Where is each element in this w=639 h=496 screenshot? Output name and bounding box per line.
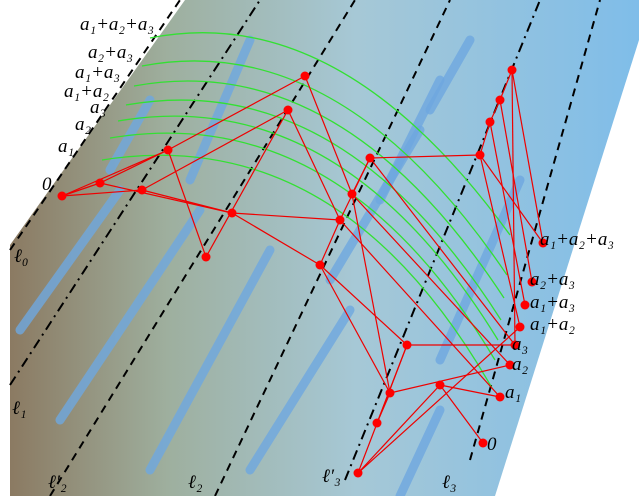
graph-vertex bbox=[58, 192, 67, 201]
level-label: a₁+a₃ bbox=[75, 62, 120, 83]
graph-vertex bbox=[496, 96, 505, 105]
graph-vertex bbox=[164, 146, 173, 155]
level-label: a₁+a₂ bbox=[530, 314, 575, 335]
level-label: a₁+a₂+a₃ bbox=[80, 14, 154, 35]
level-label: a₂ bbox=[512, 354, 529, 375]
graph-vertex bbox=[496, 393, 505, 402]
level-label: 0 bbox=[487, 434, 497, 455]
line-label: ℓ₀ bbox=[14, 246, 29, 267]
graph-vertex bbox=[508, 66, 517, 75]
level-label: a₃ bbox=[512, 334, 528, 355]
graph-vertex bbox=[228, 209, 237, 218]
graph-vertex bbox=[386, 389, 395, 398]
graph-vertex bbox=[96, 179, 105, 188]
level-label: a₂+a₃ bbox=[530, 269, 575, 290]
graph-vertex bbox=[336, 216, 345, 225]
line-label: ℓ′₃ bbox=[322, 466, 341, 487]
level-label: a₁ bbox=[58, 136, 74, 157]
level-label: a₂+a₃ bbox=[88, 42, 133, 63]
graph-vertex bbox=[476, 151, 485, 160]
line-label: ℓ₁ bbox=[12, 398, 27, 419]
graph-vertex bbox=[202, 253, 211, 262]
graph-vertex bbox=[348, 190, 357, 199]
diagram: a₁+a₂+a₃a₂+a₃a₁+a₃a₁+a₂a₃a₂a₁0a₁+a₂+a₃a₂… bbox=[0, 0, 639, 496]
graph-vertex bbox=[486, 118, 495, 127]
level-label: a₂ bbox=[75, 114, 92, 135]
graph-vertex bbox=[403, 341, 412, 350]
level-label: a₁+a₂+a₃ bbox=[540, 229, 614, 250]
line-label: ℓ₂ bbox=[188, 472, 203, 493]
level-label: 0 bbox=[42, 174, 52, 195]
graph-vertex bbox=[373, 419, 382, 428]
graph-vertex bbox=[354, 469, 363, 478]
line-label: ℓ₃ bbox=[442, 472, 457, 493]
graph-vertex bbox=[138, 186, 147, 195]
graph-vertex bbox=[316, 261, 325, 270]
graph-vertex bbox=[516, 323, 525, 332]
graph-vertex bbox=[284, 106, 293, 115]
graph-vertex bbox=[301, 72, 310, 81]
level-label: a₁+a₃ bbox=[530, 292, 575, 313]
level-label: a₃ bbox=[90, 97, 106, 118]
line-label: ℓ′₂ bbox=[48, 472, 67, 493]
level-label: a₁ bbox=[505, 382, 521, 403]
graph-vertex bbox=[521, 301, 530, 310]
graph-vertex bbox=[366, 154, 375, 163]
graph-vertex bbox=[436, 381, 445, 390]
